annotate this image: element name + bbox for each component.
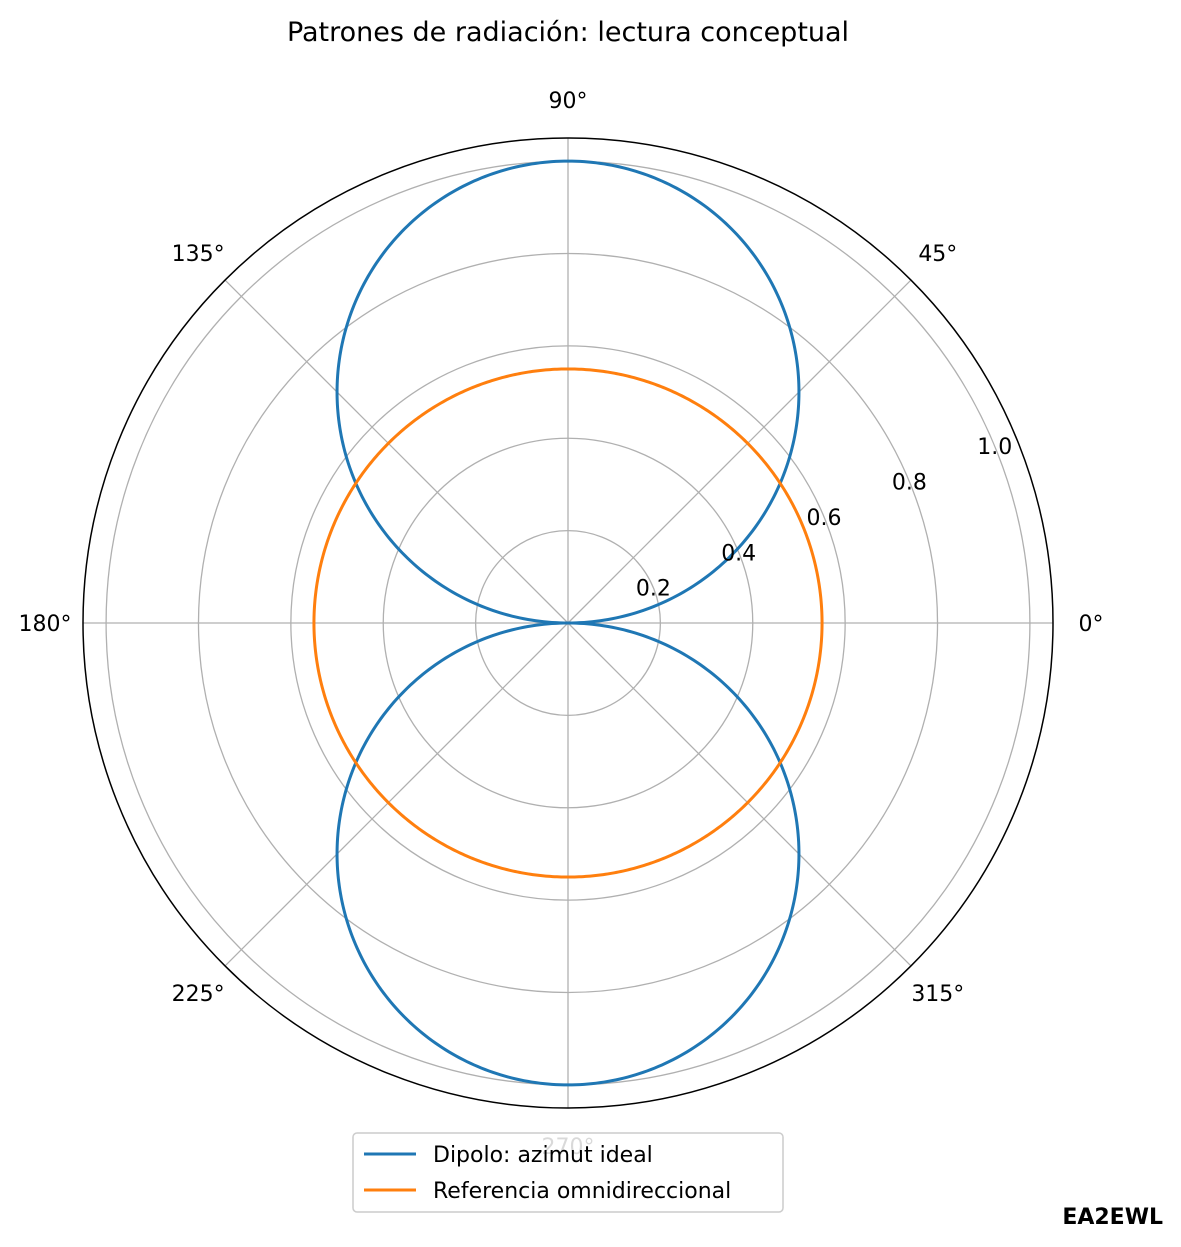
legend-frame <box>352 1132 784 1213</box>
angle-tick-label: 45° <box>918 242 957 267</box>
radial-tick-label: 0.8 <box>892 471 927 496</box>
angular-grid-line <box>224 279 569 624</box>
angle-tick-label: 135° <box>172 242 225 267</box>
series-line-1 <box>312 367 824 879</box>
angle-tick-label: 225° <box>172 982 225 1007</box>
polar-frame <box>82 137 1054 1109</box>
legend-label-referencia: Referencia omnidireccional <box>433 1179 731 1204</box>
angle-tick-label: 0° <box>1079 612 1104 637</box>
angular-grid-line <box>567 622 912 967</box>
angle-tick-label: 90° <box>549 89 588 114</box>
angular-grid-line <box>567 279 912 624</box>
radial-tick-label: 0.2 <box>636 577 671 602</box>
radial-tick-label: 1.0 <box>977 435 1012 460</box>
series-layer <box>312 159 824 1087</box>
radial-tick-label: 0.6 <box>807 506 842 531</box>
legend-label-dipolo: Dipolo: azimut ideal <box>433 1143 653 1168</box>
angular-grid-line <box>224 622 569 967</box>
legend: Dipolo: azimut ideal Referencia omnidire… <box>352 1132 784 1213</box>
radial-tick-label: 0.4 <box>721 541 756 566</box>
polar-grid <box>83 138 1053 1108</box>
angle-tick-label: 315° <box>911 982 964 1007</box>
tick-labels: 0.20.40.60.81.00°45°90°135°180°225°270°3… <box>19 89 1104 1160</box>
chart-title: Patrones de radiación: lectura conceptua… <box>287 17 849 48</box>
series-line-0 <box>335 159 801 1087</box>
watermark: EA2EWL <box>1062 1205 1163 1230</box>
angle-tick-label: 180° <box>19 612 72 637</box>
